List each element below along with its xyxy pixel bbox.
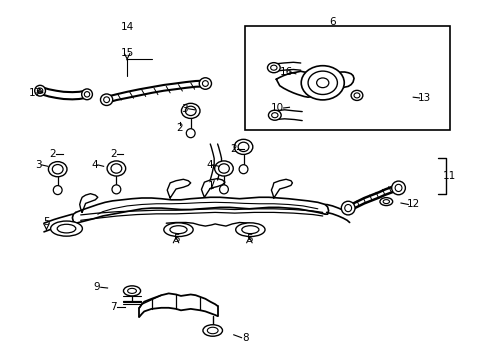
Ellipse shape	[103, 97, 109, 103]
Text: 2: 2	[49, 149, 56, 159]
Ellipse shape	[170, 226, 187, 234]
Ellipse shape	[316, 78, 328, 88]
Ellipse shape	[186, 129, 195, 138]
Ellipse shape	[35, 85, 45, 96]
Ellipse shape	[218, 164, 229, 173]
Ellipse shape	[199, 78, 211, 89]
Ellipse shape	[52, 165, 63, 174]
Ellipse shape	[219, 185, 228, 194]
Ellipse shape	[344, 204, 351, 212]
Text: 10: 10	[271, 103, 284, 113]
Text: 3: 3	[35, 160, 41, 170]
Text: 2: 2	[176, 123, 183, 133]
Ellipse shape	[111, 164, 122, 173]
Ellipse shape	[57, 224, 76, 233]
Text: 5: 5	[172, 234, 179, 244]
Ellipse shape	[163, 223, 193, 237]
Ellipse shape	[242, 226, 259, 234]
Ellipse shape	[307, 71, 337, 95]
Ellipse shape	[341, 201, 354, 215]
Ellipse shape	[107, 161, 125, 176]
Ellipse shape	[185, 106, 196, 116]
Ellipse shape	[238, 142, 248, 152]
Text: 1: 1	[207, 181, 214, 192]
Text: 16: 16	[279, 67, 292, 77]
Ellipse shape	[202, 81, 208, 86]
Text: 4: 4	[91, 160, 98, 170]
Text: 5: 5	[245, 234, 252, 244]
Ellipse shape	[394, 184, 401, 192]
Ellipse shape	[53, 186, 62, 195]
Text: 7: 7	[110, 302, 117, 312]
Text: 11: 11	[442, 171, 456, 181]
Ellipse shape	[101, 94, 112, 105]
Bar	[244, 26, 449, 130]
Ellipse shape	[207, 327, 218, 334]
Ellipse shape	[353, 93, 359, 98]
Ellipse shape	[234, 139, 252, 154]
Ellipse shape	[84, 92, 90, 97]
Ellipse shape	[379, 198, 392, 206]
Text: 9: 9	[93, 282, 100, 292]
Text: 5: 5	[43, 217, 50, 228]
Text: 4: 4	[205, 160, 212, 170]
Ellipse shape	[51, 221, 82, 236]
Ellipse shape	[391, 181, 405, 195]
Ellipse shape	[37, 88, 43, 94]
Text: 14: 14	[120, 22, 134, 32]
Ellipse shape	[268, 110, 281, 120]
Text: 2: 2	[110, 149, 117, 159]
Ellipse shape	[235, 223, 264, 237]
Ellipse shape	[48, 162, 67, 177]
Text: 12: 12	[406, 199, 419, 210]
Ellipse shape	[81, 89, 92, 100]
Text: 6: 6	[328, 17, 335, 27]
Ellipse shape	[214, 161, 233, 176]
Ellipse shape	[267, 63, 280, 73]
Ellipse shape	[127, 288, 136, 293]
Ellipse shape	[270, 65, 277, 70]
Text: 17: 17	[28, 88, 42, 98]
Ellipse shape	[383, 200, 389, 204]
Text: 3: 3	[181, 104, 188, 114]
Ellipse shape	[123, 286, 141, 296]
Ellipse shape	[203, 325, 222, 336]
Text: 13: 13	[417, 93, 430, 103]
Text: 2: 2	[230, 144, 237, 154]
Text: 8: 8	[242, 333, 248, 343]
Ellipse shape	[350, 90, 362, 100]
Ellipse shape	[181, 103, 200, 118]
Ellipse shape	[301, 66, 344, 100]
Ellipse shape	[112, 185, 121, 194]
Ellipse shape	[271, 113, 278, 118]
Text: 15: 15	[120, 48, 134, 58]
Ellipse shape	[239, 165, 247, 174]
